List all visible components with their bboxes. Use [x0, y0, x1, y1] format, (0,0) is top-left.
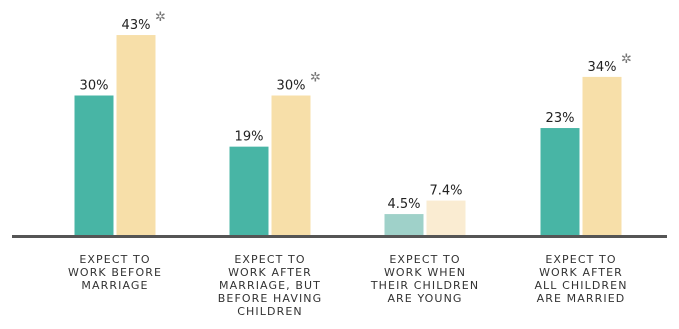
value-label-s1-c0: 43%	[122, 18, 151, 33]
category-label-c2-line0: EXPECT TO	[389, 253, 460, 266]
category-label-c3-line2: ALL CHILDREN	[534, 279, 627, 292]
category-label-c3-line3: ARE MARRIED	[537, 292, 626, 305]
category-label-c0-line1: WORK BEFORE	[68, 266, 162, 279]
category-label-c3-line1: WORK AFTER	[539, 266, 623, 279]
category-label-c3-line0: EXPECT TO	[545, 253, 616, 266]
value-label-s0-c0: 30%	[80, 79, 109, 94]
bar-s0-c3	[541, 128, 580, 235]
bar-s1-c2	[427, 201, 466, 235]
bar-s0-c0	[75, 96, 114, 236]
bar-s1-c1	[272, 96, 311, 236]
value-label-s1-c1: 30%	[277, 79, 306, 94]
value-label-s1-c2: 7.4%	[429, 184, 462, 199]
category-label-c0-line2: MARRIAGE	[81, 279, 148, 292]
significance-star-icon: ✲	[621, 52, 632, 67]
value-label-s0-c1: 19%	[235, 130, 264, 145]
bars-group	[75, 35, 622, 235]
bar-s1-c3	[583, 77, 622, 235]
significance-star-icon: ✲	[310, 71, 321, 86]
value-label-s0-c2: 4.5%	[387, 197, 420, 212]
bar-s1-c0	[117, 35, 156, 235]
category-label-c1-line3: BEFORE HAVING	[218, 292, 323, 305]
category-label-c1-line4: CHILDREN	[237, 305, 302, 318]
bar-s0-c1	[230, 147, 269, 235]
bar-s0-c2	[385, 214, 424, 235]
category-label-c1-line0: EXPECT TO	[234, 253, 305, 266]
category-label-c2-line3: ARE YOUNG	[387, 292, 462, 305]
category-label-c1-line1: WORK AFTER	[228, 266, 312, 279]
category-label-c2-line1: WORK WHEN	[384, 266, 466, 279]
category-label-c1-line2: MARRIAGE, BUT	[219, 279, 321, 292]
value-label-s1-c3: 34%	[588, 60, 617, 75]
value-label-s0-c3: 23%	[546, 111, 575, 126]
category-label-c2-line2: THEIR CHILDREN	[370, 279, 479, 292]
category-label-c0-line0: EXPECT TO	[79, 253, 150, 266]
significance-star-icon: ✲	[155, 10, 166, 25]
